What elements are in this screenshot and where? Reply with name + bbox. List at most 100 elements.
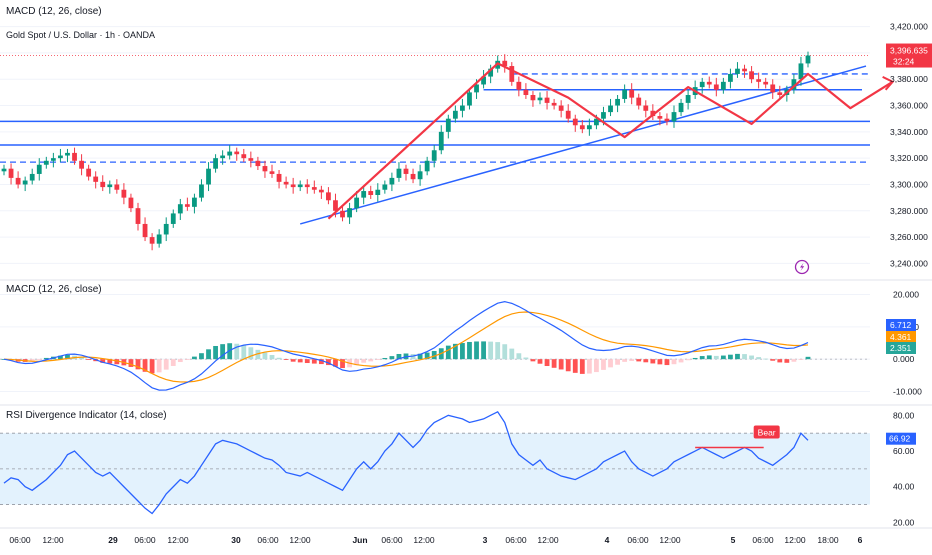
- macd-histogram-bar: [594, 359, 599, 373]
- candle-body: [22, 180, 28, 185]
- bear-label-box: [753, 425, 780, 439]
- macd-histogram-bar: [650, 359, 656, 364]
- last-price-label: 3,396.635: [890, 46, 928, 56]
- candle-body: [262, 166, 268, 172]
- candle-body: [431, 150, 437, 161]
- macd-histogram-bar: [544, 359, 550, 367]
- macd-histogram-bar: [495, 342, 501, 360]
- rsi-value-label: 66.92: [889, 434, 911, 444]
- macd-tick-label: -10.000: [893, 387, 922, 397]
- last-price-box: [886, 43, 932, 68]
- macd-value-label: 4.361: [890, 332, 912, 342]
- macd-histogram-bar: [537, 359, 543, 364]
- rsi-tick-label: 80.00: [893, 410, 915, 420]
- rsi-tick-label: 40.00: [893, 482, 915, 492]
- time-tick-label: 4: [605, 535, 610, 545]
- time-tick-label: 06:00: [752, 535, 774, 545]
- candle-body: [579, 125, 585, 130]
- price-tick-label: 3,340.000: [890, 127, 928, 137]
- macd-histogram-bar: [340, 359, 345, 369]
- candle-body: [615, 98, 620, 106]
- candle-body: [749, 71, 754, 80]
- candle-body: [347, 208, 352, 218]
- candle-body: [396, 168, 402, 178]
- macd-histogram-bar: [199, 353, 204, 360]
- time-tick-label: 12:00: [167, 535, 189, 545]
- macd-histogram-bar: [763, 358, 769, 360]
- macd-histogram-bar: [100, 359, 106, 363]
- macd-histogram-bar: [304, 359, 310, 364]
- candle-body: [777, 92, 783, 95]
- candle-body: [43, 160, 49, 165]
- countdown-label: 32:24: [893, 57, 915, 67]
- candle-body: [488, 68, 494, 77]
- macd-value-box: [886, 342, 916, 354]
- macd-histogram-bar: [452, 343, 458, 360]
- macd-histogram-bar: [636, 359, 642, 362]
- flash-icon[interactable]: [794, 259, 810, 275]
- candle-body: [86, 168, 92, 177]
- macd-histogram-bar: [389, 356, 395, 360]
- candle-body: [742, 68, 747, 72]
- candle-body: [594, 118, 599, 126]
- macd-histogram-bar: [333, 359, 338, 367]
- macd-histogram-bar: [551, 359, 557, 368]
- macd-histogram-bar: [467, 341, 472, 360]
- candle-body: [142, 223, 148, 238]
- candle-body: [283, 181, 289, 185]
- macd-histogram-bar: [107, 359, 113, 364]
- candle-body: [678, 102, 684, 113]
- macd-histogram-bar: [396, 353, 402, 360]
- time-tick-label: 3: [483, 535, 488, 545]
- candle-body: [375, 189, 381, 195]
- candle-body: [156, 234, 162, 244]
- macd-title: MACD (12, 26, close): [6, 284, 102, 295]
- price-tick-label: 3,280.000: [890, 206, 928, 216]
- macd-histogram-bar: [297, 359, 303, 363]
- candle-body: [551, 102, 557, 106]
- time-tick-label: Jun: [352, 535, 367, 545]
- candles: [1, 51, 811, 251]
- time-tick-label: 18:00: [817, 535, 839, 545]
- candle-body: [58, 155, 63, 159]
- macd-histogram-bar: [262, 352, 268, 360]
- macd-histogram-bar: [692, 357, 698, 360]
- macd-histogram-bar: [777, 359, 783, 363]
- candle-body: [699, 81, 705, 88]
- candle-body: [720, 81, 726, 90]
- candle-body: [326, 192, 331, 201]
- time-tick-label: 06:00: [9, 535, 31, 545]
- macd-histogram-bar: [742, 354, 747, 360]
- macd-value-label: 2.351: [890, 343, 912, 353]
- candle-body: [601, 112, 606, 119]
- macd-histogram-bar: [431, 350, 437, 360]
- macd-histogram-bar: [622, 359, 628, 362]
- macd-tick-label: 20.000: [893, 289, 919, 299]
- candle-body: [340, 210, 345, 218]
- candle-body: [255, 160, 261, 167]
- candle-body: [177, 204, 183, 214]
- candle-body: [523, 89, 529, 95]
- candle-body: [509, 66, 515, 82]
- macd-line: [3, 301, 809, 391]
- candle-body: [756, 79, 762, 82]
- macd-tick-label: 0.000: [893, 354, 915, 364]
- macd-histogram-bar: [58, 355, 63, 360]
- price-tick-label: 3,420.000: [890, 22, 928, 32]
- macd-histogram-bar: [671, 359, 677, 365]
- time-tick-label: 12:00: [784, 535, 806, 545]
- macd-histogram-bar: [206, 349, 211, 360]
- time-tick-label: 12:00: [289, 535, 311, 545]
- candle-body: [805, 55, 811, 64]
- candle-body: [629, 89, 635, 98]
- macd-histogram-bar: [805, 356, 811, 360]
- macd-histogram-bar: [29, 359, 35, 362]
- macd-histogram-bar: [713, 355, 719, 360]
- candle-body: [671, 112, 677, 122]
- candle-body: [163, 223, 169, 235]
- pattern-zigzag: [327, 62, 894, 220]
- macd-histogram-bar: [572, 359, 578, 373]
- macd-histogram-bar: [629, 359, 635, 361]
- candle-body: [735, 68, 740, 74]
- macd-histogram-bar: [749, 355, 754, 360]
